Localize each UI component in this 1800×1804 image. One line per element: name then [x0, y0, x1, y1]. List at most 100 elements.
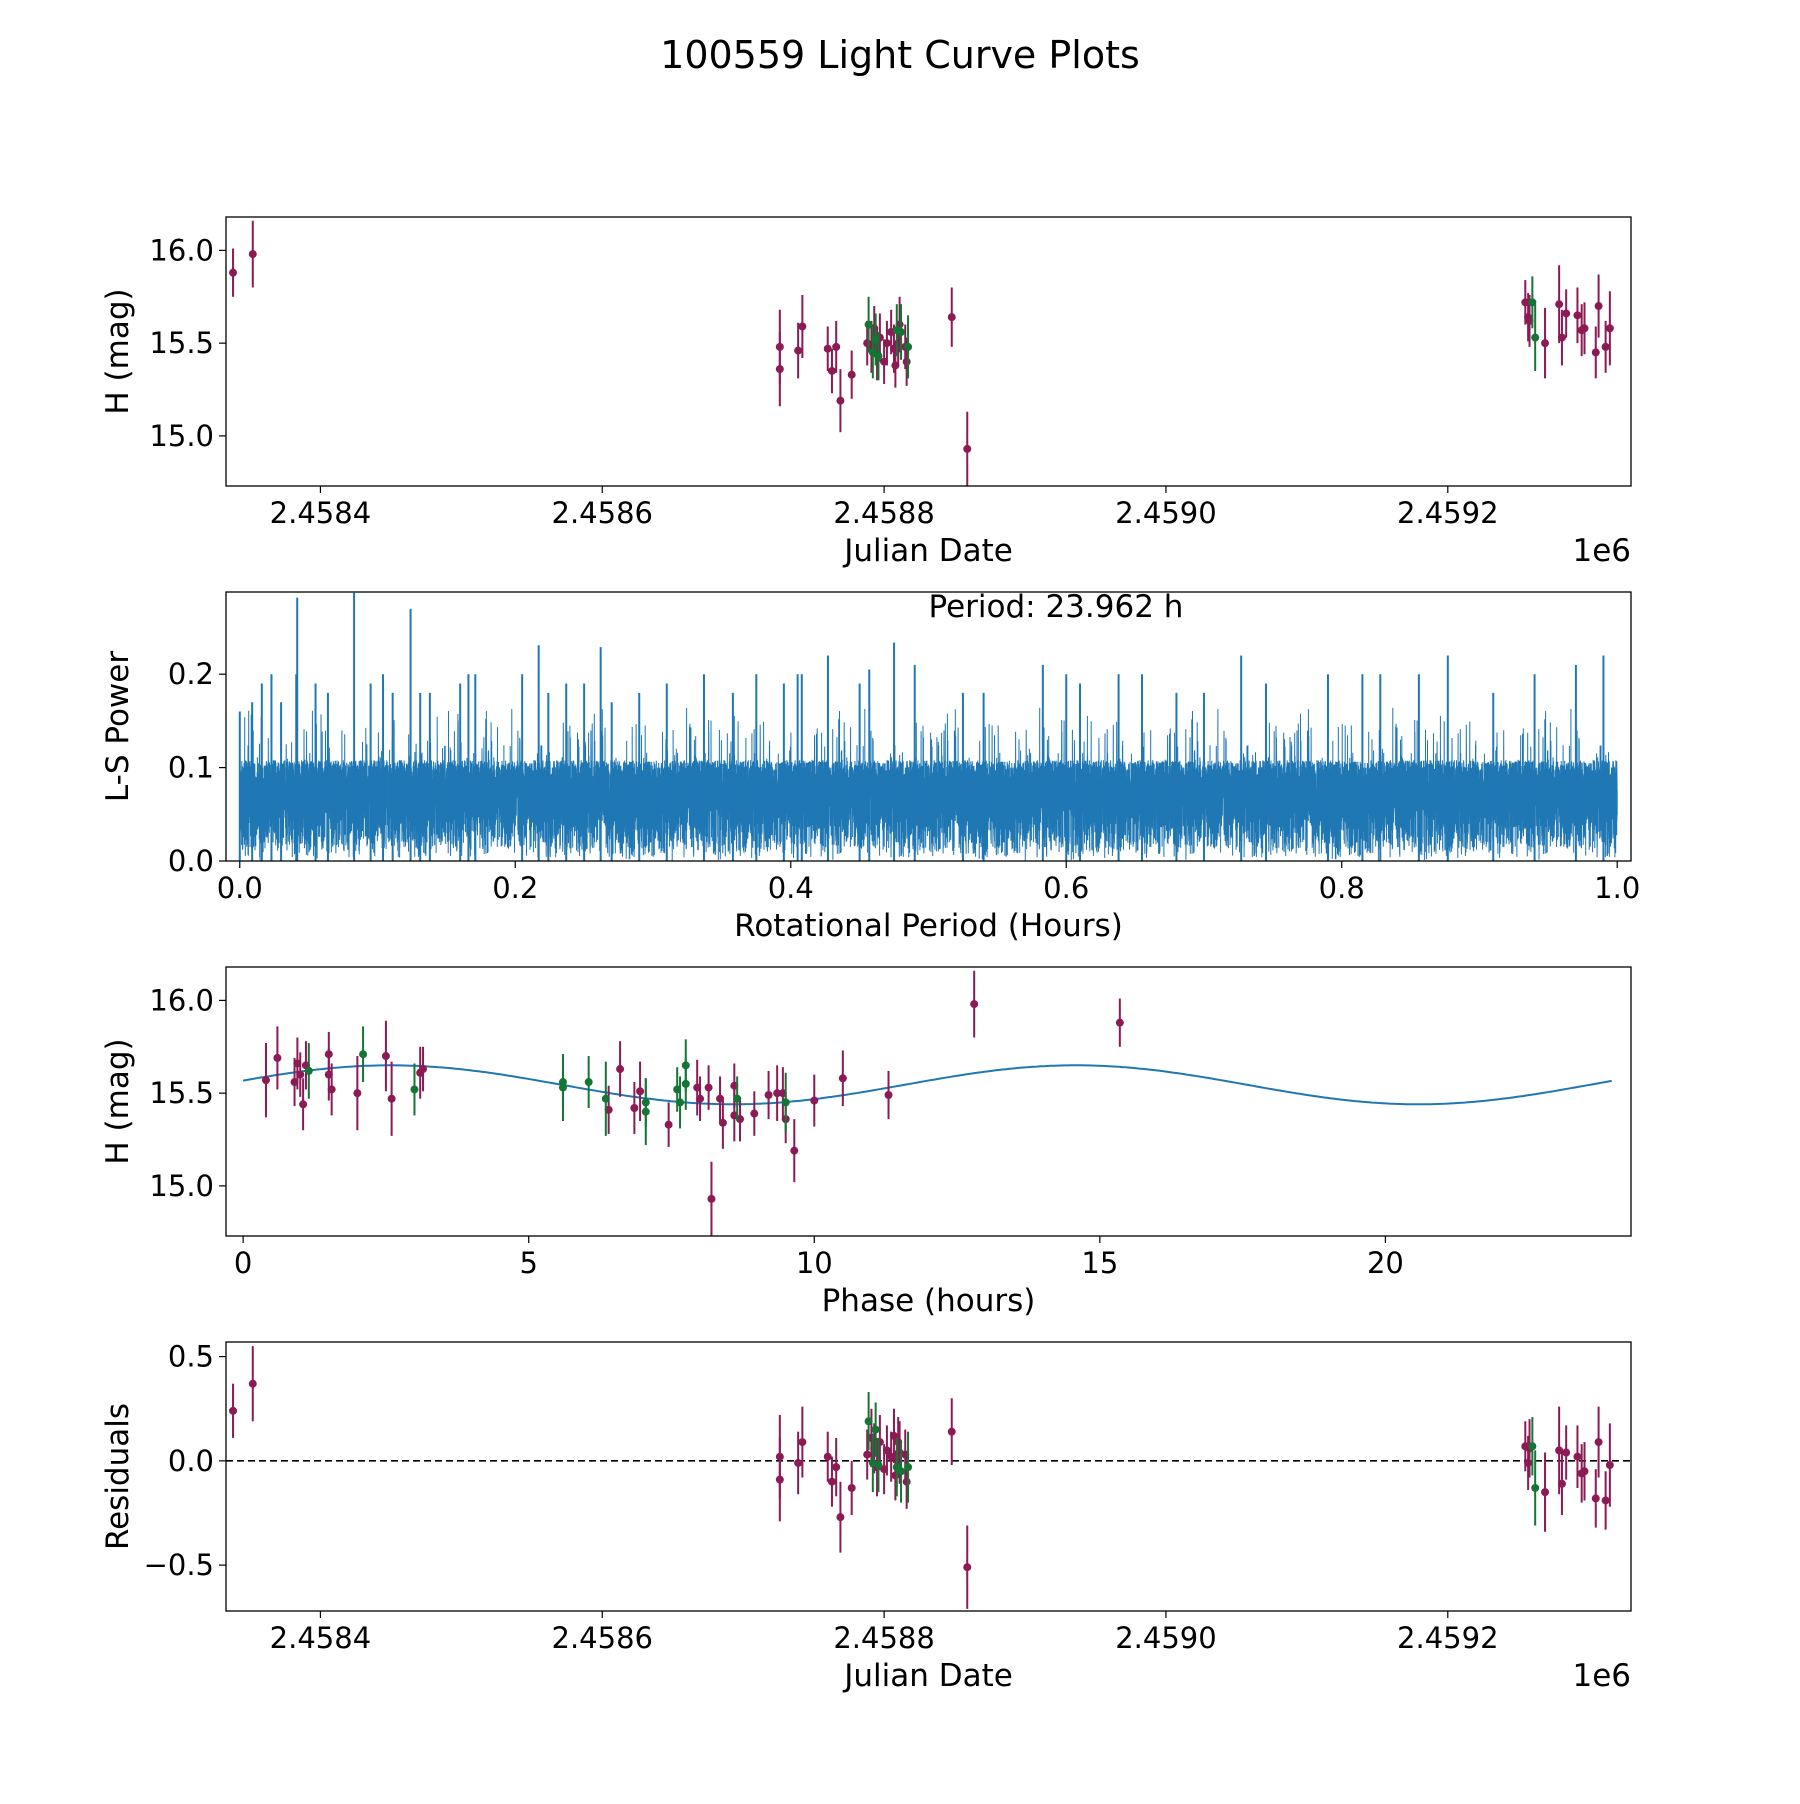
data-point [827, 1477, 836, 1486]
data-point [832, 1463, 841, 1472]
data-point [794, 1458, 803, 1467]
data-point [836, 396, 845, 405]
data-point [847, 370, 856, 379]
series-r-band [229, 1346, 1614, 1609]
data-point [1115, 1018, 1124, 1027]
data-point [1573, 1452, 1582, 1461]
y-tick-label: 0.5 [168, 1340, 214, 1374]
y-tick-label: 0.2 [168, 657, 214, 691]
data-point [636, 1087, 645, 1096]
data-point [963, 1563, 972, 1572]
y-tick-label: 0.0 [168, 844, 214, 878]
data-point [775, 1475, 784, 1484]
data-point [1557, 333, 1566, 342]
x-tick-label: 5 [519, 1246, 537, 1280]
data-point [1531, 1483, 1540, 1492]
data-point [1555, 300, 1564, 309]
data-point [1605, 1461, 1614, 1470]
plot-frame [225, 1341, 1632, 1612]
x-tick-label: 2.4590 [1115, 496, 1216, 530]
data-point [847, 1483, 856, 1492]
data-point [1591, 1494, 1600, 1503]
y-tick-label: 15.5 [149, 1076, 214, 1110]
data-point [902, 357, 911, 366]
data-point [1528, 1442, 1537, 1451]
data-point [798, 322, 807, 331]
data-point [823, 344, 832, 353]
data-point [261, 1076, 270, 1085]
data-point [882, 1446, 891, 1455]
x-axis-label: Julian Date [842, 1658, 1013, 1694]
data-point [874, 352, 883, 361]
plot-area [238, 592, 1618, 861]
x-tick-label: 20 [1367, 1246, 1404, 1280]
y-tick-label: 15.0 [149, 1169, 214, 1203]
data-point [1601, 1496, 1610, 1505]
data-point [1557, 1479, 1566, 1488]
plot-frame [225, 591, 1632, 862]
data-point [838, 1074, 847, 1083]
x-tick-label: 2.4586 [552, 496, 653, 530]
data-point [601, 1094, 610, 1103]
y-tick-label: 0.1 [168, 751, 214, 785]
y-tick-label: 15.5 [149, 326, 214, 360]
y-axis-label: Residuals [100, 1403, 136, 1550]
x-tick-label: 0.4 [768, 871, 814, 905]
data-point [897, 328, 906, 337]
series-r-band [229, 220, 1614, 486]
data-point [889, 1431, 898, 1440]
data-point [832, 342, 841, 351]
y-axis-label: H (mag) [100, 1038, 136, 1164]
data-point [750, 1109, 759, 1118]
data-point [1573, 311, 1582, 320]
data-point [704, 1083, 713, 1092]
data-point [1555, 1446, 1564, 1455]
x-tick-label: 0.8 [1319, 871, 1365, 905]
x-axis-label: Rotational Period (Hours) [734, 908, 1123, 944]
x-offset-label: 1e6 [1572, 533, 1631, 569]
data-point [1591, 348, 1600, 357]
data-point [902, 1477, 911, 1486]
phase-fold-panel: 0 5 10 15 20 15.0 15.5 16.0 Phase (hours) H (mag) [100, 966, 1632, 1319]
model-curve [242, 1064, 1612, 1106]
data-point [733, 1094, 742, 1103]
plot-area [242, 970, 1612, 1236]
data-point [1562, 309, 1571, 318]
series-g-band [864, 1392, 1540, 1526]
x-tick-label: 2.4588 [833, 1621, 934, 1655]
periodogram-panel: 0.0 0.2 0.4 0.6 0.8 1.0 0.0 0.1 0.2 Rotational Pe… [100, 589, 1640, 944]
x-tick-label: 2.4584 [270, 496, 371, 530]
data-point [584, 1078, 593, 1087]
data-point [882, 339, 891, 348]
data-point [324, 1070, 333, 1079]
y-tick-label: 16.0 [149, 983, 214, 1017]
data-point [1531, 333, 1540, 342]
data-point [1541, 1488, 1550, 1497]
plot-frame [225, 966, 1632, 1237]
data-point [970, 1000, 979, 1009]
data-point [827, 366, 836, 375]
residuals-panel: 2.4584 2.4586 2.4588 2.4590 2.4592 −0.5 0.0 0.5… [100, 1340, 1632, 1694]
data-point [681, 1061, 690, 1070]
data-point [229, 1406, 238, 1415]
data-point [664, 1120, 673, 1129]
data-point [229, 268, 238, 277]
data-point [1580, 1467, 1589, 1476]
data-point [798, 1438, 807, 1447]
data-point [884, 1091, 893, 1100]
x-tick-label: 2.4586 [552, 1621, 653, 1655]
data-point [790, 1146, 799, 1155]
data-point [273, 1053, 282, 1062]
data-point [296, 1070, 305, 1079]
data-point [864, 1417, 873, 1426]
series-g-band [864, 276, 1540, 381]
data-point [1580, 324, 1589, 333]
data-point [874, 1461, 883, 1470]
plot-area [226, 1346, 1631, 1609]
data-point [794, 346, 803, 355]
x-tick-label: 2.4584 [270, 1621, 371, 1655]
x-tick-label: 0.2 [492, 871, 538, 905]
data-point [248, 1379, 257, 1388]
data-point [353, 1089, 362, 1098]
